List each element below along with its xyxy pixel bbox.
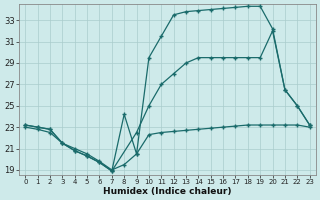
X-axis label: Humidex (Indice chaleur): Humidex (Indice chaleur) xyxy=(103,187,232,196)
